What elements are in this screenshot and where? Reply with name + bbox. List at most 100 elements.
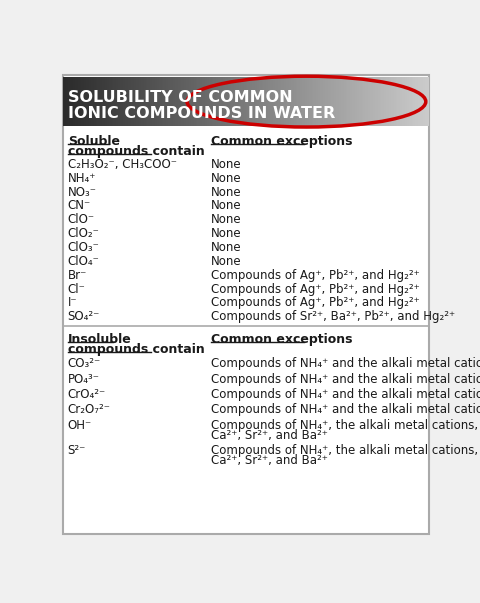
Bar [136,77,138,126]
Text: Compounds of Ag⁺, Pb²⁺, and Hg₂²⁺: Compounds of Ag⁺, Pb²⁺, and Hg₂²⁺ [211,269,420,282]
Bar [384,77,385,126]
Text: Compounds of NH₄⁺ and the alkali metal cations: Compounds of NH₄⁺ and the alkali metal c… [211,373,480,386]
Bar [308,77,310,126]
Bar [381,77,383,126]
Text: compounds contain: compounds contain [68,343,204,356]
Bar [140,77,142,126]
Bar [82,77,83,126]
Bar [307,77,309,126]
Bar [130,77,132,126]
Bar [216,77,217,126]
Bar [291,77,293,126]
Bar [390,77,392,126]
Bar [392,77,394,126]
Bar [240,77,241,126]
Bar [254,77,256,126]
Bar [234,77,235,126]
Bar [396,77,397,126]
Bar [102,77,104,126]
Bar [200,77,201,126]
Bar [132,77,133,126]
Text: Insoluble: Insoluble [68,333,132,346]
Bar [155,77,156,126]
Bar [118,77,120,126]
Bar [186,77,188,126]
Bar [148,77,150,126]
Bar [76,77,78,126]
Bar [214,77,216,126]
Bar [349,77,351,126]
Bar [202,77,204,126]
Bar [348,77,350,126]
Bar [421,77,423,126]
Bar [152,77,154,126]
Bar [369,77,371,126]
Bar [356,77,357,126]
Bar [249,77,250,126]
Bar [324,77,325,126]
Bar [239,77,240,126]
Bar [385,77,386,126]
Bar [419,77,421,126]
Bar [391,77,393,126]
Bar [355,77,356,126]
Bar [365,77,367,126]
Bar [250,77,251,126]
Bar [144,77,145,126]
Bar [201,77,203,126]
Text: ClO₂⁻: ClO₂⁻ [68,227,100,240]
Bar [265,77,267,126]
Bar [413,77,415,126]
Bar [306,77,307,126]
Bar [206,77,207,126]
Bar [195,77,196,126]
Bar [273,77,275,126]
Bar [242,77,244,126]
Bar [281,77,283,126]
Bar [264,77,266,126]
Bar [192,77,194,126]
Bar [184,77,185,126]
Bar [217,77,218,126]
Bar [161,77,162,126]
Text: Cr₂O₇²⁻: Cr₂O₇²⁻ [68,403,111,417]
Bar [246,77,248,126]
Bar [189,77,190,126]
Bar [121,77,123,126]
Bar [300,77,301,126]
Bar [387,77,389,126]
Bar [420,77,422,126]
Bar [428,77,429,126]
Bar [402,77,404,126]
Text: None: None [211,255,242,268]
Bar [120,77,122,126]
Text: Compounds of NH₄⁺, the alkali metal cations,: Compounds of NH₄⁺, the alkali metal cati… [211,444,478,457]
Bar [63,77,65,126]
Bar [145,77,146,126]
Bar [198,77,200,126]
Bar [86,77,88,126]
Bar [315,77,317,126]
Bar [179,77,180,126]
Bar [410,77,412,126]
Bar [376,77,378,126]
Bar [322,77,323,126]
Bar [172,77,173,126]
Text: PO₄³⁻: PO₄³⁻ [68,373,100,386]
Bar [222,77,223,126]
Bar [233,77,234,126]
Bar [218,77,219,126]
Bar [151,77,153,126]
Bar [106,77,108,126]
Bar [405,77,406,126]
Bar [79,77,81,126]
Bar [317,77,318,126]
Bar [294,77,295,126]
Bar [301,77,302,126]
Bar [374,77,376,126]
Bar [169,77,171,126]
Bar [166,77,167,126]
Bar [127,77,128,126]
Bar [270,77,272,126]
Bar [180,77,182,126]
